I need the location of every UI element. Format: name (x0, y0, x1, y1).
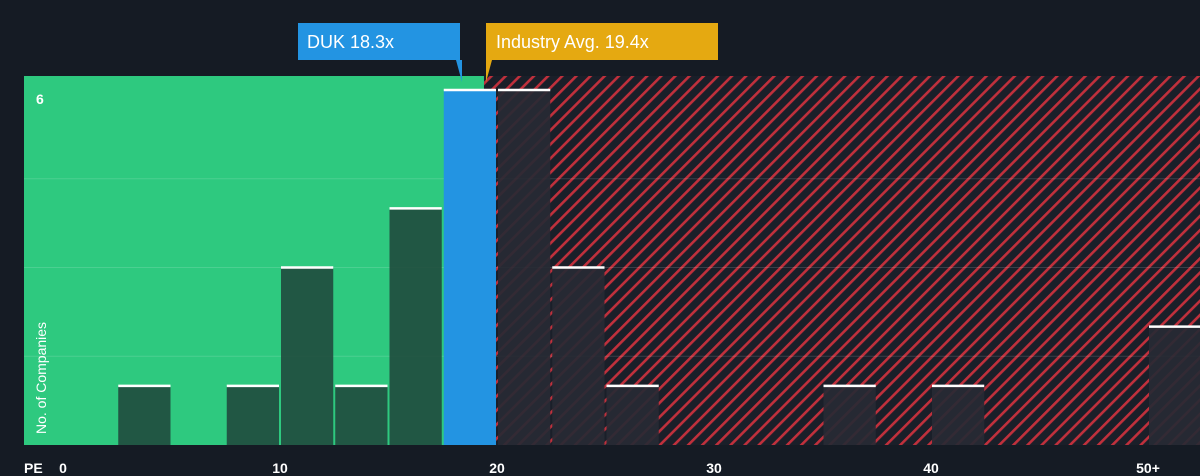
y-tick-label: 6 (36, 91, 44, 107)
x-tick-label: 50+ (1136, 460, 1160, 476)
histogram-bar (118, 385, 171, 445)
histogram-bars (118, 88, 1200, 445)
company-callout-label: DUK 18.3x (307, 32, 394, 52)
gridlines (24, 178, 1200, 357)
histogram-bar (443, 90, 496, 445)
y-axis-label: No. of Companies (33, 322, 49, 434)
industry-callout-pointer (486, 60, 492, 82)
x-tick-label: 40 (923, 460, 939, 476)
histogram-bar (335, 385, 388, 445)
company-callout-pointer (456, 60, 462, 82)
industry-callout-label: Industry Avg. 19.4x (496, 32, 649, 52)
histogram-bar (1149, 326, 1200, 445)
histogram-bar (389, 208, 442, 445)
x-tick-label: 20 (489, 460, 505, 476)
industry-callout-box (486, 23, 718, 60)
x-tick-label: 0 (59, 460, 67, 476)
histogram-bar (226, 385, 279, 445)
x-tick-label: 30 (706, 460, 722, 476)
histogram-bar (281, 267, 334, 445)
histogram-bar (823, 385, 876, 445)
histogram-bar (932, 385, 985, 445)
histogram-bar (552, 267, 605, 445)
industry-avg-callout: Industry Avg. 19.4x (486, 23, 718, 82)
company-callout-box (298, 23, 460, 60)
x-tick-label: 10 (272, 460, 288, 476)
histogram-bar (498, 90, 551, 445)
x-axis-label: PE (24, 460, 43, 476)
company-pe-callout: DUK 18.3x (298, 23, 462, 82)
x-axis-ticks: 0 10 20 30 40 50+ (59, 460, 1160, 476)
histogram-bar (606, 385, 659, 445)
